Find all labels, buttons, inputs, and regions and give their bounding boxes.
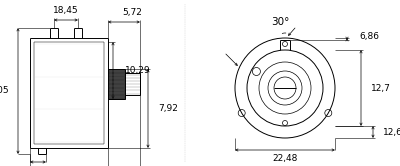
Text: 14,05: 14,05: [0, 86, 10, 95]
Text: 7,92: 7,92: [158, 104, 178, 113]
Text: 6,86: 6,86: [359, 33, 379, 42]
Text: 5,72: 5,72: [122, 8, 142, 17]
Text: 12,7: 12,7: [371, 83, 391, 92]
Text: 10,29: 10,29: [125, 66, 151, 75]
Text: 12,65: 12,65: [383, 127, 400, 136]
Text: 18,45: 18,45: [53, 6, 79, 15]
Text: 30°: 30°: [271, 17, 289, 27]
Text: 22,48: 22,48: [272, 154, 298, 163]
Polygon shape: [108, 69, 125, 99]
